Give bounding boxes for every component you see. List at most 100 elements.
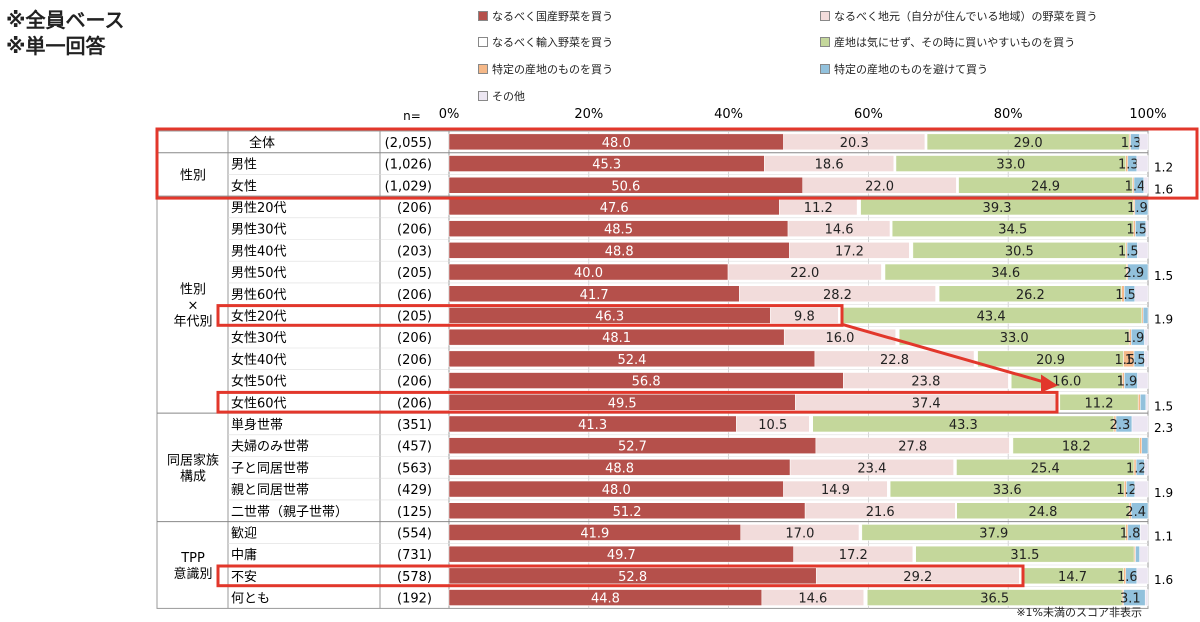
x-tick-label: 100% [1129, 107, 1166, 122]
legend-item: 特定の産地のものを買う [478, 61, 613, 77]
bar-segment [889, 220, 893, 237]
data-label: 25.4 [1031, 461, 1060, 476]
row-label: 女性20代 [231, 308, 287, 324]
data-label: 1.5 [1114, 353, 1135, 368]
outside-data-label: 1.5 [1154, 269, 1173, 283]
data-label: 21.6 [866, 505, 895, 520]
bar-segment [887, 480, 891, 498]
data-label: 39.3 [983, 201, 1012, 216]
legend-swatch [478, 91, 488, 101]
data-label: 48.0 [602, 483, 631, 498]
data-label: 52.4 [617, 353, 646, 368]
bar-segment [1127, 263, 1149, 281]
bar-segment [973, 350, 978, 368]
row-n: (2,055) [385, 136, 432, 151]
data-label: 45.3 [592, 158, 621, 173]
bar-segment [1134, 285, 1149, 302]
legend-swatch [478, 37, 488, 47]
legend-label: 産地は気にせず、その時に買いやすいものを買う [834, 36, 1076, 49]
data-label: 1.5 [1118, 244, 1139, 259]
row-label: 中庸 [231, 547, 257, 563]
data-label: 1.9 [1127, 201, 1148, 216]
data-label: 14.6 [798, 592, 827, 607]
outside-data-label: 1.2 [1154, 161, 1173, 175]
row-n: (563) [397, 461, 432, 476]
data-label: 22.0 [865, 179, 894, 194]
bar-segment [1136, 567, 1149, 585]
row-n: (205) [397, 309, 432, 324]
legend-swatch [820, 64, 830, 74]
data-label: 48.8 [605, 461, 634, 476]
data-label: 2.9 [1124, 266, 1145, 281]
highlight-box [216, 390, 1059, 414]
data-label: 9.8 [794, 309, 815, 324]
legend-item: 産地は気にせず、その時に買いやすいものを買う [820, 34, 1075, 50]
group-label: × [188, 299, 199, 314]
row-n: (205) [397, 266, 432, 281]
data-label: 24.9 [1031, 179, 1060, 194]
legend-item: なるべく輸入野菜を買う [478, 34, 613, 50]
legend-label: その他 [492, 90, 525, 103]
data-label: 18.2 [1062, 440, 1091, 455]
legend-swatch [478, 11, 488, 21]
data-label: 2.3 [1110, 418, 1131, 433]
row-n: (206) [397, 396, 432, 411]
x-tick-label: 80% [994, 107, 1023, 122]
data-label: 36.5 [980, 592, 1009, 607]
bar-segment [1131, 415, 1149, 433]
data-label: 1.5 [1125, 353, 1146, 368]
legend-item: なるべく国産野菜を買う [478, 8, 613, 24]
row-label: 単身世帯 [231, 417, 283, 433]
outside-data-label: 1.6 [1154, 573, 1173, 587]
data-label: 40.0 [574, 266, 603, 281]
bar-segment [1137, 242, 1149, 259]
bar-segment [909, 242, 914, 259]
data-label: 1.9 [1117, 375, 1138, 390]
row-label: 女性30代 [231, 330, 287, 346]
data-label: 20.9 [1036, 353, 1065, 368]
row-n: (206) [397, 353, 432, 368]
data-label: 46.3 [595, 309, 624, 324]
bar-segment [1141, 437, 1149, 454]
bar-segment [1145, 394, 1149, 411]
data-label: 22.0 [790, 266, 819, 281]
data-label: 33.6 [993, 483, 1022, 498]
highlight-box [216, 564, 1025, 588]
bar-segment [1144, 350, 1149, 368]
group-label: 性別 [180, 168, 206, 183]
outside-data-label: 1.9 [1154, 486, 1173, 500]
row-label: 女性60代 [231, 395, 287, 411]
group-label: 年代別 [173, 315, 212, 330]
data-label: 29.0 [1014, 136, 1043, 151]
data-label: 24.8 [1028, 505, 1057, 520]
row-n: (429) [397, 483, 432, 498]
row-n: (206) [397, 375, 432, 390]
row-label: 男性60代 [231, 288, 287, 303]
row-label: 二世帯（親子世帯） [231, 505, 348, 520]
bar-segment [1140, 394, 1147, 411]
data-label: 33.0 [996, 158, 1025, 173]
data-label: 3.1 [1120, 592, 1141, 607]
row-label: 親と同居世帯 [231, 483, 309, 498]
row-n: (125) [397, 505, 432, 520]
data-label: 31.5 [1010, 548, 1039, 563]
bar-segment [1137, 372, 1149, 389]
data-label: 56.8 [632, 375, 661, 390]
data-label: 43.3 [949, 418, 978, 433]
data-label: 14.9 [821, 483, 850, 498]
bar-segment [1144, 328, 1149, 346]
bar-segment [1139, 133, 1149, 151]
data-label: 17.0 [785, 526, 814, 541]
row-label: 子と同居世帯 [231, 461, 309, 476]
data-label: 1.5 [1115, 288, 1136, 303]
row-n: (206) [397, 288, 432, 303]
row-n: (206) [397, 201, 432, 216]
legend-swatch [478, 64, 488, 74]
bar-segment [1135, 545, 1140, 563]
bar-segment [838, 307, 841, 324]
highlight-box [216, 304, 844, 327]
data-label: 34.6 [991, 266, 1020, 281]
row-n: (206) [397, 331, 432, 346]
data-label: 1.9 [1124, 331, 1145, 346]
